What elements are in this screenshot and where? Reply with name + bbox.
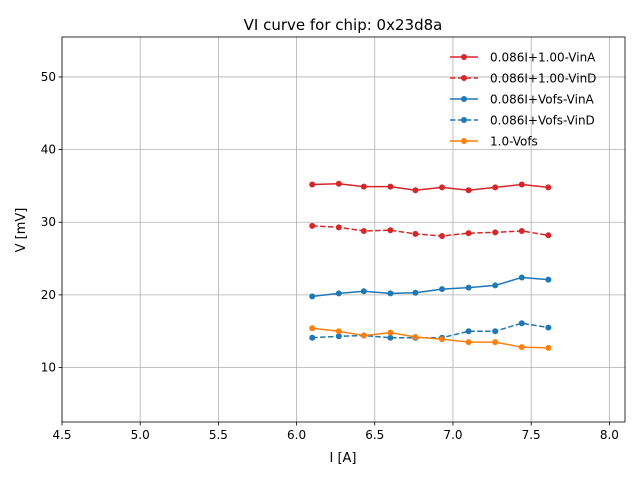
data-point <box>545 232 552 239</box>
x-tick-label: 5.0 <box>131 428 150 442</box>
y-axis-label: V [mV] <box>14 208 29 253</box>
legend-label: 0.086I+1.00-VinA <box>490 51 596 65</box>
x-tick-label: 6.0 <box>287 428 306 442</box>
data-point <box>492 339 499 346</box>
x-tick-label: 6.5 <box>365 428 384 442</box>
data-point <box>439 233 446 240</box>
data-point <box>465 187 472 194</box>
legend-label: 0.086I+Vofs-VinA <box>490 93 595 107</box>
series-line <box>312 327 549 349</box>
series-1 <box>309 180 552 194</box>
data-point <box>309 325 316 332</box>
data-point <box>387 290 394 297</box>
y-tick-label: 10 <box>41 361 56 375</box>
axis-ticks: 4.5 5.0 5.5 6.0 6.5 7.0 7.5 8.0 10 20 30 40 50 <box>41 70 619 442</box>
data-point <box>545 276 552 283</box>
series-3 <box>309 274 552 300</box>
data-point <box>387 227 394 234</box>
x-axis-label: I [A] <box>329 451 356 466</box>
legend-label: 0.086I+1.00-VinD <box>490 72 596 86</box>
series-line <box>312 182 549 192</box>
data-point <box>518 344 525 351</box>
y-tick-label: 30 <box>41 215 56 229</box>
data-point <box>492 184 499 191</box>
legend-marker <box>461 96 467 102</box>
data-point <box>335 224 342 231</box>
data-point <box>518 320 525 327</box>
series-layer <box>309 180 552 351</box>
data-point <box>360 332 367 339</box>
data-point <box>387 183 394 190</box>
data-point <box>465 284 472 291</box>
data-point <box>492 229 499 236</box>
data-point <box>309 293 316 300</box>
data-point <box>360 183 367 190</box>
data-point <box>360 227 367 234</box>
data-point <box>492 328 499 335</box>
series-2 <box>309 222 552 240</box>
data-point <box>335 328 342 335</box>
data-point <box>439 286 446 293</box>
series-line <box>312 322 549 339</box>
data-point <box>387 329 394 336</box>
y-tick-label: 20 <box>41 288 56 302</box>
legend: 0.086I+1.00-VinA 0.086I+1.00-VinD 0.086I+V… <box>450 51 596 149</box>
data-point <box>465 339 472 346</box>
legend-item: 0.086I+Vofs-VinA <box>450 93 595 107</box>
data-point <box>465 328 472 335</box>
data-point <box>360 288 367 295</box>
data-point <box>309 222 316 229</box>
legend-marker <box>461 117 467 123</box>
data-point <box>335 333 342 340</box>
series-5 <box>309 325 552 351</box>
data-point <box>518 181 525 188</box>
data-point <box>412 289 419 296</box>
plot-frame <box>61 36 626 423</box>
x-tick-label: 4.5 <box>52 428 71 442</box>
legend-marker <box>461 54 467 60</box>
legend-marker <box>461 138 467 144</box>
legend-marker <box>461 75 467 81</box>
data-point <box>465 230 472 237</box>
data-point <box>518 274 525 281</box>
data-point <box>387 334 394 341</box>
x-tick-label: 8.0 <box>600 428 619 442</box>
legend-item: 0.086I+1.00-VinD <box>450 72 596 86</box>
data-point <box>335 180 342 187</box>
legend-label: 0.086I+Vofs-VinD <box>490 114 595 128</box>
y-tick-label: 40 <box>41 143 56 157</box>
data-point <box>545 344 552 351</box>
y-tick-label: 50 <box>41 70 56 84</box>
legend-item: 0.086I+Vofs-VinD <box>450 114 595 128</box>
x-tick-label: 7.5 <box>522 428 541 442</box>
legend-label: 1.0-Vofs <box>490 135 538 149</box>
grid <box>61 37 625 422</box>
data-point <box>518 227 525 234</box>
data-point <box>309 334 316 341</box>
data-point <box>545 324 552 331</box>
chart-title: VI curve for chip: 0x23d8a <box>244 16 443 34</box>
legend-item: 0.086I+1.00-VinA <box>450 51 596 65</box>
x-tick-label: 7.0 <box>443 428 462 442</box>
data-point <box>545 184 552 191</box>
legend-item: 1.0-Vofs <box>450 135 538 149</box>
data-point <box>309 181 316 188</box>
data-point <box>439 336 446 343</box>
data-point <box>412 187 419 194</box>
series-line <box>312 276 549 298</box>
data-point <box>412 334 419 341</box>
data-point <box>412 230 419 237</box>
x-tick-label: 5.5 <box>209 428 228 442</box>
data-point <box>335 290 342 297</box>
data-point <box>439 184 446 191</box>
data-point <box>492 282 499 289</box>
